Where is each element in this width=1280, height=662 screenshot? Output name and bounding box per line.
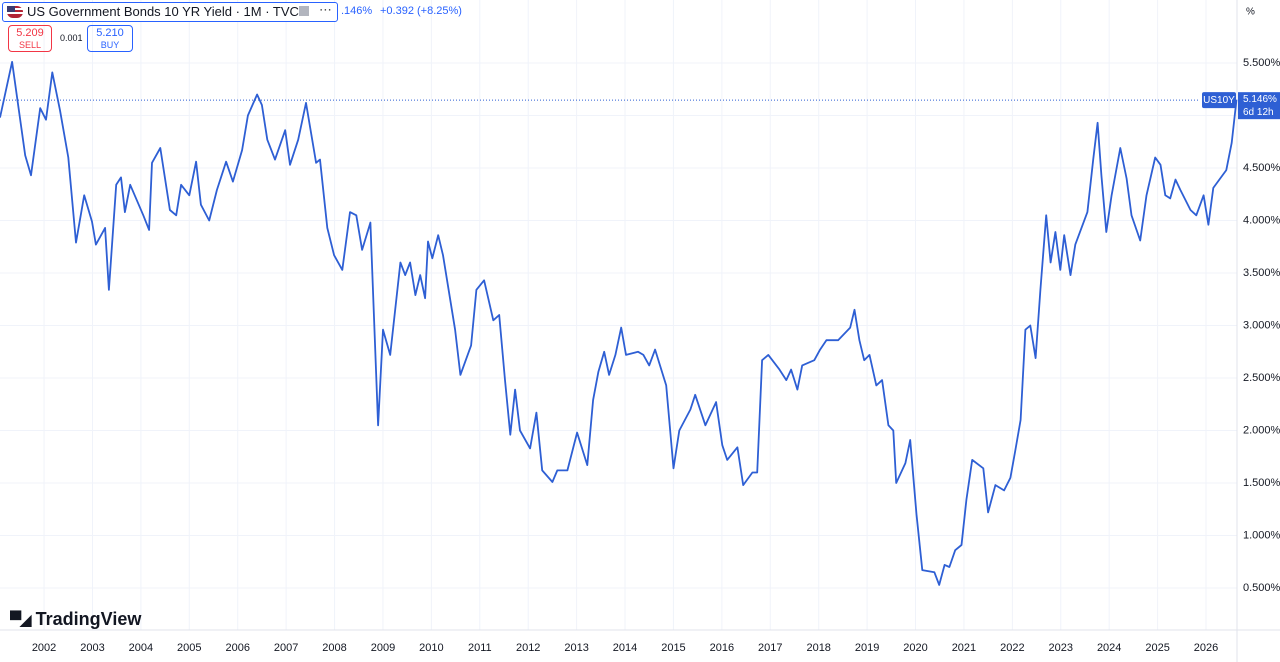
logo-icon: ▀◢ bbox=[10, 612, 32, 629]
symbol-label: US10Y bbox=[1203, 95, 1235, 106]
buy-label: BUY bbox=[100, 40, 120, 50]
x-tick-label: 2010 bbox=[419, 642, 443, 654]
x-tick-label: 2014 bbox=[613, 642, 637, 654]
y-tick-label: 4.500% bbox=[1243, 162, 1280, 174]
logo-text: TradingView bbox=[35, 609, 142, 629]
x-tick-label: 2002 bbox=[32, 642, 56, 654]
price-badge bbox=[1238, 92, 1280, 120]
x-tick-label: 2024 bbox=[1097, 642, 1121, 654]
x-tick-label: 2013 bbox=[564, 642, 588, 654]
flag-icon bbox=[7, 6, 23, 18]
x-tick-label: 2019 bbox=[855, 642, 879, 654]
y-tick-label: 3.000% bbox=[1243, 319, 1280, 331]
spread: 0.001 bbox=[60, 33, 83, 43]
y-tick-label: 1.000% bbox=[1243, 529, 1280, 541]
x-tick-label: 2021 bbox=[952, 642, 976, 654]
sell-button[interactable]: 5.209 SELL bbox=[8, 25, 52, 52]
price-label: 5.146% bbox=[1243, 94, 1277, 105]
x-tick-label: 2026 bbox=[1194, 642, 1218, 654]
hide-icon[interactable] bbox=[299, 6, 309, 16]
x-tick-label: 2011 bbox=[468, 642, 492, 654]
axis-unit: % bbox=[1246, 7, 1255, 18]
logo: ▀◢ TradingView bbox=[10, 609, 141, 630]
more-icon[interactable]: ⋯ bbox=[319, 2, 332, 17]
chart-title: US Government Bonds 10 YR Yield · 1M · T… bbox=[27, 4, 299, 19]
x-tick-label: 2003 bbox=[80, 642, 104, 654]
last-price: .146% bbox=[341, 5, 373, 17]
symbol-badge bbox=[1202, 92, 1236, 109]
line-series bbox=[0, 61, 1238, 586]
sell-price: 5.209 bbox=[16, 27, 44, 39]
y-tick-label: 1.500% bbox=[1243, 477, 1280, 489]
y-tick-label: 2.000% bbox=[1243, 424, 1280, 436]
legend-box[interactable]: US Government Bonds 10 YR Yield · 1M · T… bbox=[2, 2, 338, 22]
x-tick-label: 2015 bbox=[661, 642, 685, 654]
y-tick-label: 4.000% bbox=[1243, 214, 1280, 226]
buy-price: 5.210 bbox=[96, 27, 124, 39]
x-tick-label: 2020 bbox=[903, 642, 927, 654]
x-tick-label: 2008 bbox=[322, 642, 346, 654]
buy-button[interactable]: 5.210 BUY bbox=[87, 25, 133, 52]
y-tick-label: 2.500% bbox=[1243, 372, 1280, 384]
x-tick-label: 2005 bbox=[177, 642, 201, 654]
x-tick-label: 2009 bbox=[371, 642, 395, 654]
x-tick-label: 2004 bbox=[129, 642, 153, 654]
x-tick-label: 2012 bbox=[516, 642, 540, 654]
y-tick-label: 0.500% bbox=[1243, 582, 1280, 594]
change: +0.392 (+8.25%) bbox=[380, 5, 462, 17]
y-tick-label: 5.500% bbox=[1243, 57, 1280, 69]
x-tick-label: 2025 bbox=[1145, 642, 1169, 654]
x-tick-label: 2006 bbox=[225, 642, 249, 654]
y-tick-label: 3.500% bbox=[1243, 267, 1280, 279]
sell-label: SELL bbox=[18, 40, 42, 50]
x-tick-label: 2022 bbox=[1000, 642, 1024, 654]
x-tick-label: 2016 bbox=[710, 642, 734, 654]
x-tick-label: 2017 bbox=[758, 642, 782, 654]
x-tick-label: 2007 bbox=[274, 642, 298, 654]
x-tick-label: 2023 bbox=[1049, 642, 1073, 654]
x-tick-label: 2018 bbox=[806, 642, 830, 654]
countdown-label: 6d 12h bbox=[1243, 107, 1274, 118]
